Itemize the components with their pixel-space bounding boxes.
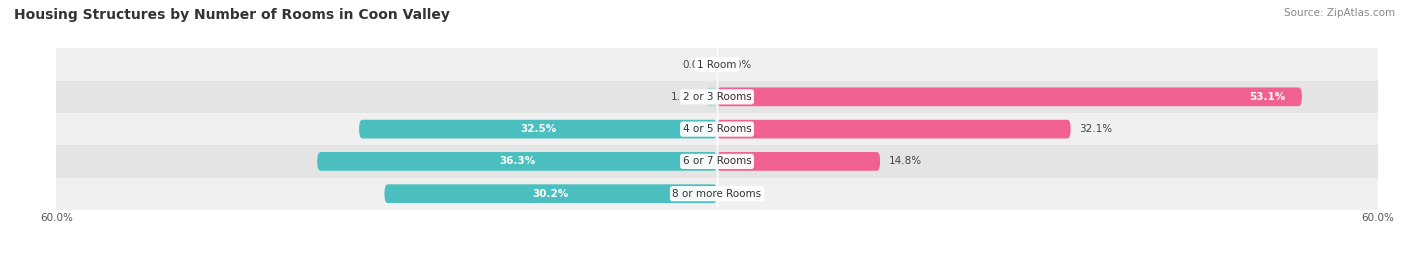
Text: Housing Structures by Number of Rooms in Coon Valley: Housing Structures by Number of Rooms in… [14, 8, 450, 22]
Text: Source: ZipAtlas.com: Source: ZipAtlas.com [1284, 8, 1395, 18]
Text: 2 or 3 Rooms: 2 or 3 Rooms [683, 92, 751, 102]
FancyBboxPatch shape [359, 120, 717, 139]
Bar [56, 178, 1378, 210]
FancyBboxPatch shape [717, 120, 1070, 139]
Text: 32.5%: 32.5% [520, 124, 557, 134]
Text: 32.1%: 32.1% [1080, 124, 1112, 134]
Text: 36.3%: 36.3% [499, 156, 536, 167]
Text: 8 or more Rooms: 8 or more Rooms [672, 189, 762, 199]
Text: 53.1%: 53.1% [1249, 92, 1285, 102]
FancyBboxPatch shape [706, 87, 717, 106]
Text: 30.2%: 30.2% [533, 189, 569, 199]
Bar [56, 81, 1378, 113]
Text: 14.8%: 14.8% [889, 156, 922, 167]
Text: 6 or 7 Rooms: 6 or 7 Rooms [683, 156, 751, 167]
FancyBboxPatch shape [318, 152, 717, 171]
Text: 0.0%: 0.0% [725, 59, 752, 70]
FancyBboxPatch shape [717, 87, 1302, 106]
Text: 4 or 5 Rooms: 4 or 5 Rooms [683, 124, 751, 134]
FancyBboxPatch shape [717, 152, 880, 171]
Text: 0.0%: 0.0% [725, 189, 752, 199]
Text: 1 Room: 1 Room [697, 59, 737, 70]
Text: 1.0%: 1.0% [671, 92, 697, 102]
Text: 0.0%: 0.0% [682, 59, 709, 70]
Bar [56, 48, 1378, 81]
FancyBboxPatch shape [384, 184, 717, 203]
Bar [56, 113, 1378, 145]
Bar [56, 145, 1378, 178]
